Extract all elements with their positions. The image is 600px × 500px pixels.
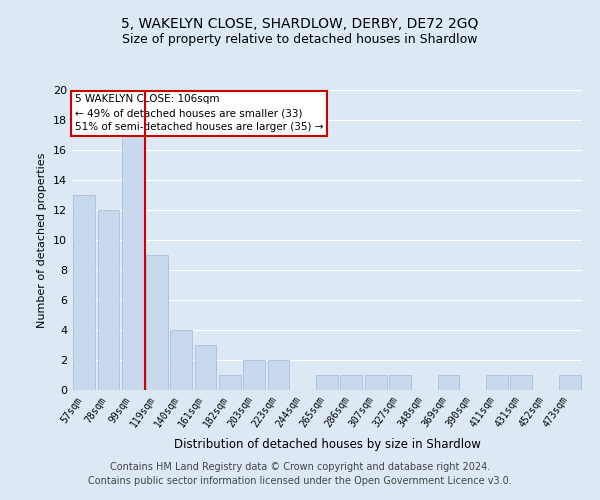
- Bar: [146, 255, 168, 390]
- Bar: [243, 360, 265, 390]
- Bar: [73, 195, 95, 390]
- Bar: [340, 375, 362, 390]
- Y-axis label: Number of detached properties: Number of detached properties: [37, 152, 47, 328]
- Bar: [219, 375, 241, 390]
- Bar: [437, 375, 460, 390]
- Text: 5, WAKELYN CLOSE, SHARDLOW, DERBY, DE72 2GQ: 5, WAKELYN CLOSE, SHARDLOW, DERBY, DE72 …: [121, 18, 479, 32]
- Text: Contains HM Land Registry data © Crown copyright and database right 2024.: Contains HM Land Registry data © Crown c…: [110, 462, 490, 472]
- Bar: [194, 345, 217, 390]
- Bar: [316, 375, 338, 390]
- Bar: [365, 375, 386, 390]
- Bar: [170, 330, 192, 390]
- Text: 5 WAKELYN CLOSE: 106sqm
← 49% of detached houses are smaller (33)
51% of semi-de: 5 WAKELYN CLOSE: 106sqm ← 49% of detache…: [74, 94, 323, 132]
- Bar: [122, 105, 143, 390]
- X-axis label: Distribution of detached houses by size in Shardlow: Distribution of detached houses by size …: [173, 438, 481, 451]
- Bar: [97, 210, 119, 390]
- Bar: [511, 375, 532, 390]
- Text: Size of property relative to detached houses in Shardlow: Size of property relative to detached ho…: [122, 32, 478, 46]
- Bar: [559, 375, 581, 390]
- Bar: [268, 360, 289, 390]
- Text: Contains public sector information licensed under the Open Government Licence v3: Contains public sector information licen…: [88, 476, 512, 486]
- Bar: [486, 375, 508, 390]
- Bar: [389, 375, 411, 390]
